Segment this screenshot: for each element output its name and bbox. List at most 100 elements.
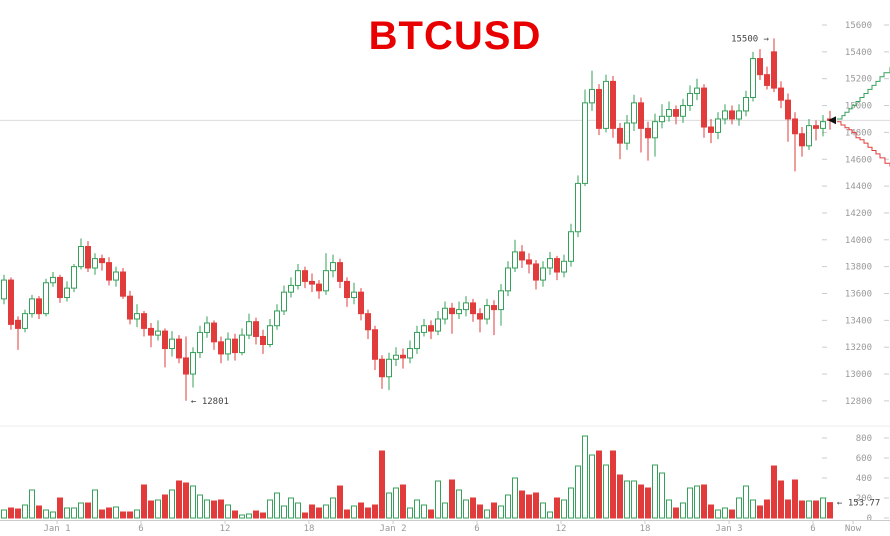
candle-body (589, 88, 595, 104)
volume-bar (330, 497, 336, 519)
volume-bar (386, 492, 392, 519)
candle-body (358, 291, 364, 315)
candle-body (463, 302, 469, 311)
volume-bar (64, 507, 70, 519)
candle-body (764, 74, 770, 86)
candle-body (15, 319, 21, 329)
volume-bar (673, 507, 679, 519)
volume-tick-label: 600 (856, 454, 872, 464)
volume-bar (428, 509, 434, 519)
volume-bar (785, 499, 791, 519)
price-tick-label: 13200 (845, 343, 872, 353)
volume-bar (813, 500, 819, 519)
volume-bar (596, 450, 602, 519)
candle-body (141, 313, 147, 329)
candle-body (120, 271, 126, 297)
volume-bar (582, 435, 588, 519)
volume-bar (1, 509, 7, 519)
time-tick-label: 6 (810, 524, 815, 534)
volume-bar (78, 502, 84, 519)
candle-body (274, 310, 280, 327)
candle-body (204, 322, 210, 333)
volume-bar (414, 499, 420, 519)
volume-bar (645, 487, 651, 519)
volume-bar (232, 510, 238, 519)
volume-bar (827, 502, 833, 519)
price-tick-label: 15200 (845, 75, 872, 85)
volume-bar (36, 505, 42, 519)
candle-body (162, 330, 168, 350)
candle-body (225, 338, 231, 355)
volume-bar (337, 485, 343, 519)
volume-bar (505, 494, 511, 519)
volume-bar (106, 507, 112, 519)
candle-body (239, 334, 245, 354)
volume-bar (498, 505, 504, 519)
volume-bar (246, 513, 252, 519)
volume-bar (652, 464, 658, 519)
candle-body (1, 279, 7, 300)
volume-bar (197, 494, 203, 519)
candle-body (106, 262, 112, 281)
time-tick-label: Now (845, 524, 862, 534)
candle-body (36, 298, 42, 315)
session-high-label: 15500 → (731, 34, 770, 44)
candle-body (218, 341, 224, 355)
candle-body (29, 298, 35, 315)
volume-bar (491, 502, 497, 519)
volume-bar (15, 508, 21, 519)
candle-body (687, 92, 693, 107)
volume-bar (421, 504, 427, 519)
time-tick-label: 18 (640, 524, 651, 534)
candle-body (491, 305, 497, 311)
candle-body (729, 110, 735, 120)
volume-bar (8, 507, 14, 519)
candle-body (638, 102, 644, 129)
price-tick-label: 13600 (845, 290, 872, 300)
candle-body (603, 80, 609, 129)
background-layer (0, 119, 890, 427)
candle-body (113, 271, 119, 281)
candle-body (330, 262, 336, 272)
candle-body (50, 276, 56, 284)
candle-body (449, 307, 455, 315)
price-tick-label: 14000 (845, 236, 872, 246)
candle-body (260, 335, 266, 346)
volume-bar (309, 504, 315, 519)
candle-body (596, 88, 602, 129)
price-tick-label: 13400 (845, 316, 872, 326)
candle-body (708, 126, 714, 133)
time-tick-label: 12 (556, 524, 567, 534)
candle-body (701, 87, 707, 128)
volume-bar (253, 510, 259, 519)
volume-bar (407, 507, 413, 519)
price-tick-label: 14600 (845, 155, 872, 165)
volume-bar (771, 465, 777, 519)
candle-body (351, 291, 357, 299)
volume-bar (743, 485, 749, 519)
candle-body (211, 322, 217, 343)
candle-body (659, 115, 665, 123)
candle-body (757, 58, 763, 76)
volume-bar (442, 502, 448, 519)
candle-body (694, 87, 700, 94)
candle-body (71, 266, 77, 289)
volume-bar (134, 509, 140, 519)
volume-bar (526, 494, 532, 519)
volume-bar (169, 489, 175, 519)
volume-bar (99, 509, 105, 519)
candle-body (302, 270, 308, 282)
volume-bar (267, 499, 273, 519)
volume-bar (260, 512, 266, 519)
volume-bar (568, 487, 574, 519)
candle-body (407, 348, 413, 359)
price-tick-label: 13800 (845, 263, 872, 273)
price-tick-label: 15400 (845, 48, 872, 58)
volume-bar (799, 500, 805, 519)
time-tick-label: 18 (304, 524, 315, 534)
volume-bar (323, 504, 329, 519)
volume-bar (792, 479, 798, 519)
candle-body (498, 290, 504, 311)
volume-bar (358, 502, 364, 519)
